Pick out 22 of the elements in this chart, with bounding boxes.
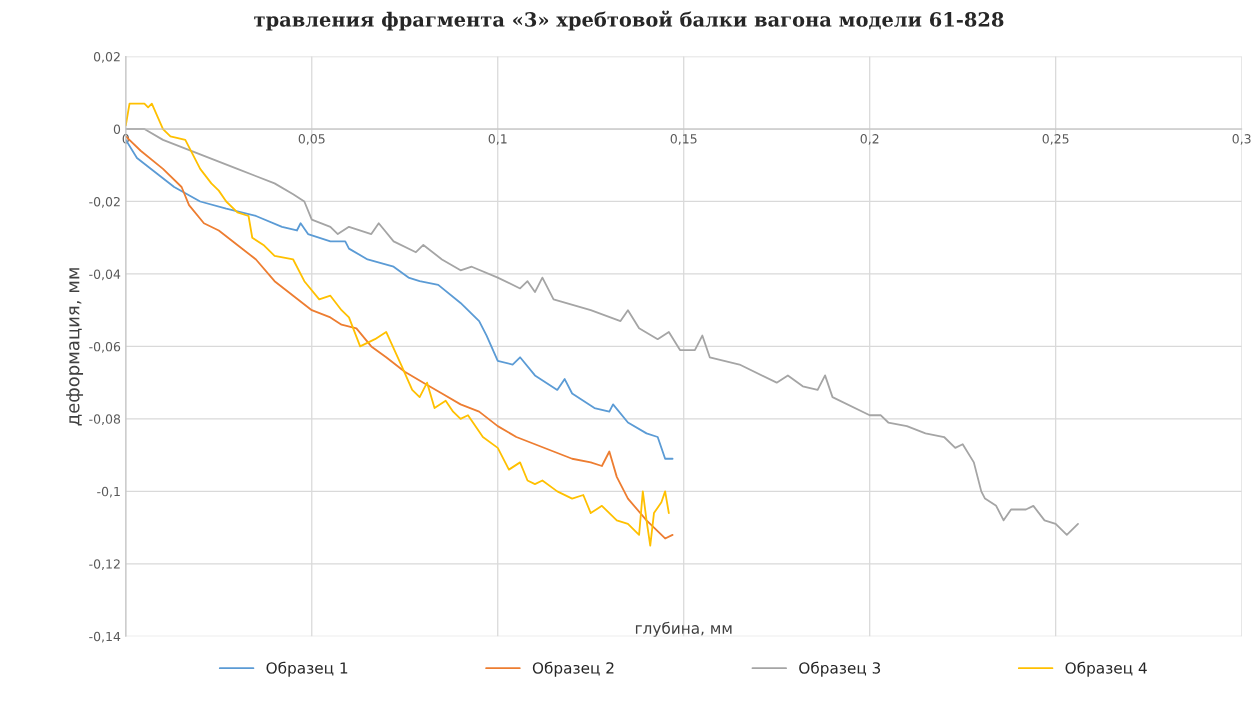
y-tick-label: -0,02 xyxy=(89,196,120,208)
x-tick-label: 0,2 xyxy=(860,134,879,145)
y-tick-label: -0,06 xyxy=(89,341,121,353)
y-tick-label: 0,02 xyxy=(93,52,120,63)
legend-label: Образец 2 xyxy=(532,661,614,677)
x-tick-label: 0,05 xyxy=(298,134,325,145)
legend-label: Образец 1 xyxy=(266,661,348,677)
y-tick-label: -0,1 xyxy=(97,486,120,498)
legend-label: Образец 3 xyxy=(799,661,881,677)
y-tick-label: -0,04 xyxy=(89,269,121,281)
chart-title: травления фрагмента «3» хребтовой балки вагона модели 61-828 xyxy=(254,10,1004,31)
x-axis-title: глубина, мм xyxy=(635,621,732,637)
y-axis-title: деформация, мм xyxy=(66,268,84,426)
x-tick-label: 0,1 xyxy=(488,134,507,145)
x-tick-label: 0,15 xyxy=(670,134,697,145)
legend-label: Образец 4 xyxy=(1065,661,1147,677)
y-tick-label: -0,08 xyxy=(89,414,121,426)
y-tick-label: -0,14 xyxy=(89,631,121,643)
y-tick-label: -0,12 xyxy=(89,559,120,571)
x-tick-label: 0,25 xyxy=(1042,134,1069,145)
y-tick-label: 0 xyxy=(113,124,121,134)
x-tick-label: 0,3 xyxy=(1232,134,1251,145)
